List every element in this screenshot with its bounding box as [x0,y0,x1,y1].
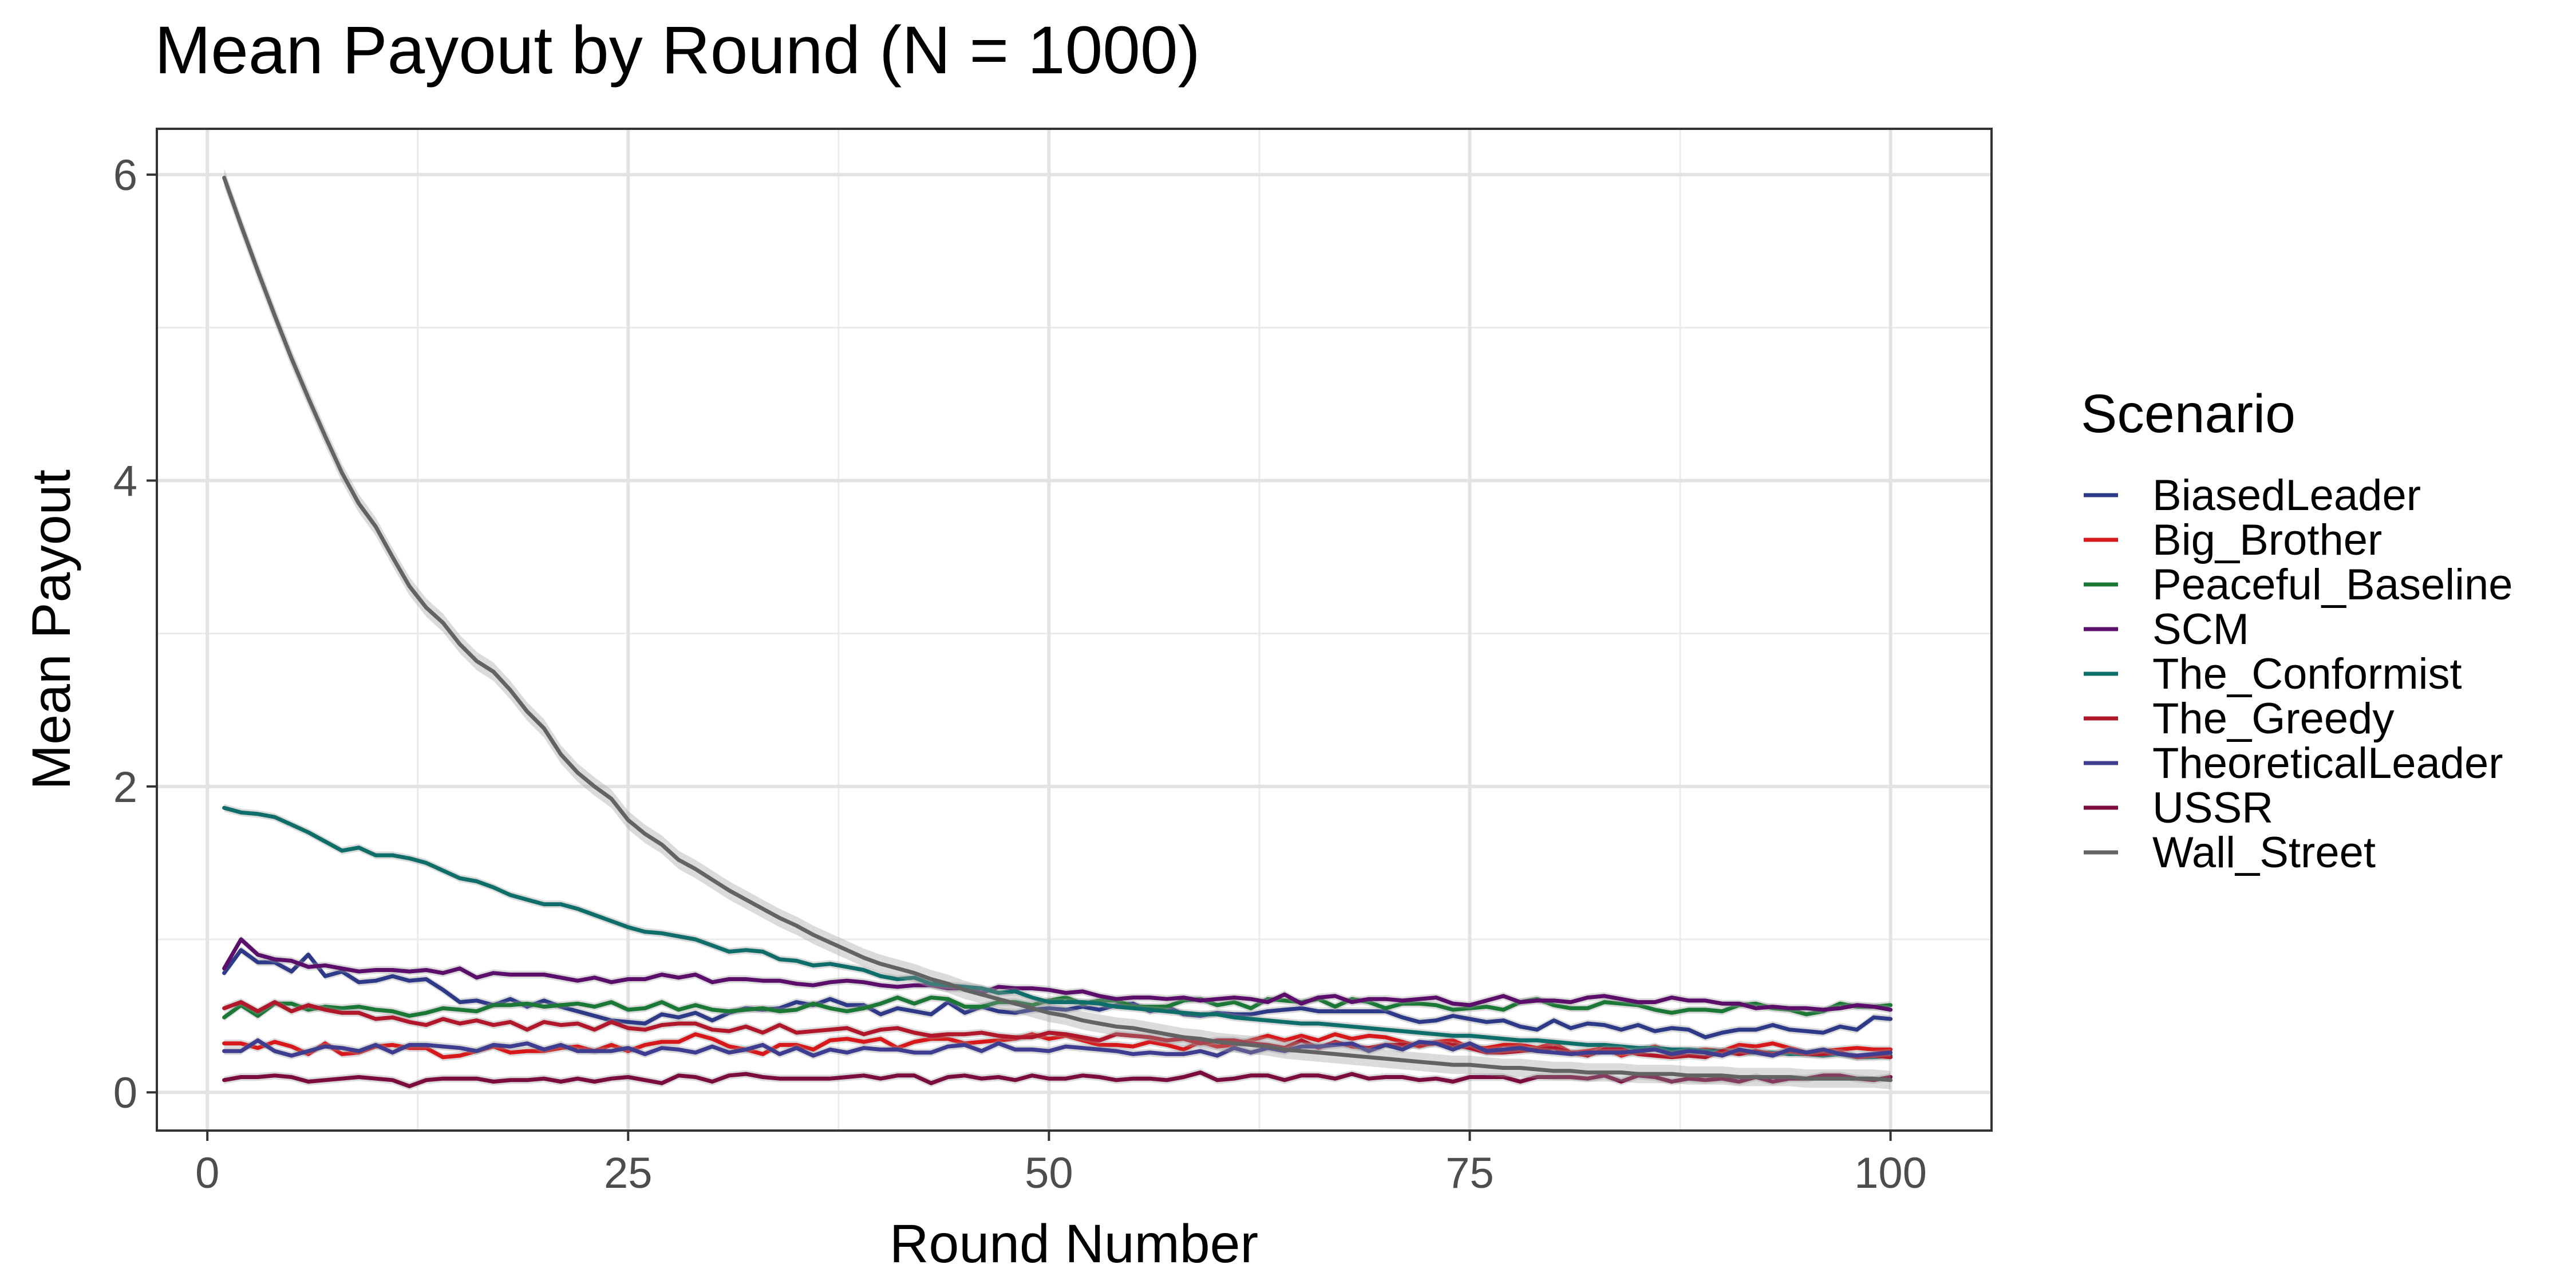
series-the-conformist-line [222,805,1893,1060]
minor-gridlines [157,129,1992,1131]
series-biasedleader [222,946,1893,1041]
legend-item-peaceful-baseline: Peaceful_Baseline [2084,560,2513,609]
series-scm-line [222,937,1893,1012]
series-the-greedy-band [224,998,1891,1061]
series-peaceful-baseline-line [222,995,1893,1020]
x-tick-label: 50 [1025,1149,1073,1198]
legend-item-biasedleader: BiasedLeader [2084,471,2421,520]
legend-label-scm: SCM [2152,605,2249,654]
y-axis: 0 2 4 6 [113,151,157,1117]
series-the-conformist [222,804,1893,1061]
series-the-greedy-line [222,1000,1893,1060]
legend-item-wall-street: Wall_Street [2084,828,2376,877]
plot-background [157,129,1992,1131]
series-theoreticalleader [222,1036,1893,1060]
legend-label-the-conformist: The_Conformist [2152,650,2462,698]
series-wall-street-line [222,176,1893,1082]
series-biasedleader-line [222,948,1893,1040]
series-wall-street [222,168,1893,1089]
plot-panel [156,128,1993,1132]
major-gridlines [157,129,1992,1131]
series-theoreticalleader-line [222,1038,1893,1058]
y-tick-label: 2 [113,763,137,812]
legend-item-scm: SCM [2084,605,2249,654]
legend-label-wall-street: Wall_Street [2152,828,2376,877]
legend-label-peaceful-baseline: Peaceful_Baseline [2152,560,2513,609]
legend: Scenario BiasedLeaderBig_BrotherPeaceful… [2081,384,2513,877]
legend-label-the-greedy: The_Greedy [2152,694,2394,743]
legend-item-theoreticalleader: TheoreticalLeader [2084,739,2503,788]
legend-label-ussr: USSR [2152,784,2273,832]
series-ussr [222,1068,1893,1091]
y-axis-label: Mean Payout [21,469,82,790]
x-tick-label: 100 [1854,1149,1927,1198]
legend-label-theoreticalleader: TheoreticalLeader [2152,739,2503,788]
legend-items: BiasedLeaderBig_BrotherPeaceful_Baseline… [2084,471,2513,877]
legend-label-big-brother: Big_Brother [2152,516,2382,564]
x-tick-label: 25 [604,1149,653,1198]
legend-item-the-greedy: The_Greedy [2084,694,2394,743]
y-tick-label: 4 [113,457,137,506]
x-axis: 0 25 50 75 100 [195,1131,1927,1198]
series-biasedleader-band [224,946,1891,1041]
plot-border [156,128,1993,1132]
chart-title: Mean Payout by Round (N = 1000) [155,13,1200,88]
y-tick-label: 0 [113,1069,137,1117]
y-tick-label: 6 [113,151,137,200]
series-peaceful-baseline [222,993,1893,1021]
legend-item-ussr: USSR [2084,784,2273,832]
series-ussr-line [222,1070,1893,1088]
series-layer [222,168,1893,1091]
legend-item-big-brother: Big_Brother [2084,516,2382,564]
x-axis-label: Round Number [890,1214,1258,1274]
legend-label-biasedleader: BiasedLeader [2152,471,2421,520]
series-the-greedy [222,998,1893,1061]
series-scm [222,935,1893,1014]
legend-title: Scenario [2081,384,2296,444]
x-tick-label: 0 [195,1149,219,1198]
legend-item-the-conformist: The_Conformist [2084,650,2462,698]
series-scm-band [224,935,1891,1014]
x-tick-label: 75 [1445,1149,1494,1198]
